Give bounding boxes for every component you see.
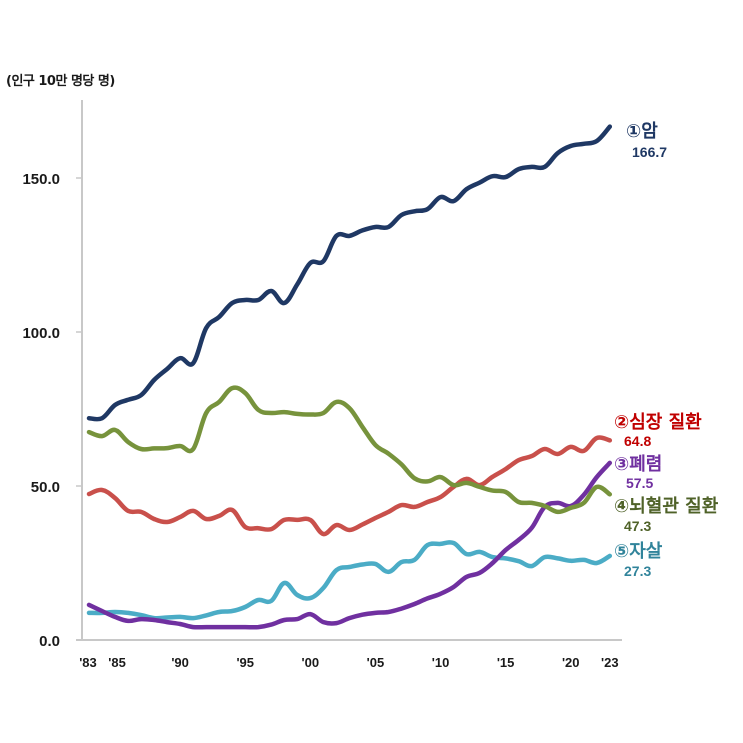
series-value-suicide: 27.3: [624, 563, 651, 579]
y-tick-label: 50.0: [31, 479, 60, 496]
x-tick-label: '23: [601, 655, 619, 670]
x-tick-label: '15: [497, 655, 515, 670]
x-tick-label: '00: [302, 655, 320, 670]
x-tick-label: '10: [432, 655, 450, 670]
series-line-pneumonia: [86, 460, 613, 630]
series-lines: [86, 124, 613, 630]
series-label-pneumonia: ③폐렴: [614, 454, 662, 475]
y-axis-unit-label: (인구 10만 명당 명): [6, 74, 115, 89]
axes: [76, 100, 622, 641]
x-tick-label: '90: [171, 655, 189, 670]
x-tick-label: '85: [108, 655, 126, 670]
series-line-suicide: [86, 540, 613, 621]
series-value-heart-disease: 64.8: [624, 433, 651, 449]
x-tick-label: '20: [562, 655, 580, 670]
x-tick-label: '05: [367, 655, 385, 670]
y-tick-label: 100.0: [22, 325, 60, 342]
series-value-cerebrovascular-disease: 47.3: [624, 518, 651, 534]
x-tick-label: '95: [236, 655, 254, 670]
series-label-cancer: ①암: [626, 121, 658, 142]
series-line-cancer: [86, 124, 613, 422]
series-value-cancer: 166.7: [632, 144, 667, 160]
series-label-suicide: ⑤자살: [614, 541, 663, 562]
series-line-cerebrovascular-disease: [86, 385, 613, 515]
series-value-pneumonia: 57.5: [626, 475, 653, 491]
x-tick-label: '83: [79, 655, 97, 670]
y-tick-label: 150.0: [22, 171, 60, 188]
y-tick-label: 0.0: [39, 633, 60, 650]
series-label-heart-disease: ②심장 질환: [614, 411, 702, 433]
series-line-heart-disease: [86, 435, 613, 537]
x-tick-labels: '83 '85 '90 '95 '00 '05 '10 '15 '20 '23: [79, 655, 618, 670]
y-tick-labels: 0.0 50.0 100.0 150.0: [22, 171, 60, 650]
series-label-cerebrovascular-disease: ④뇌혈관 질환: [614, 495, 719, 517]
